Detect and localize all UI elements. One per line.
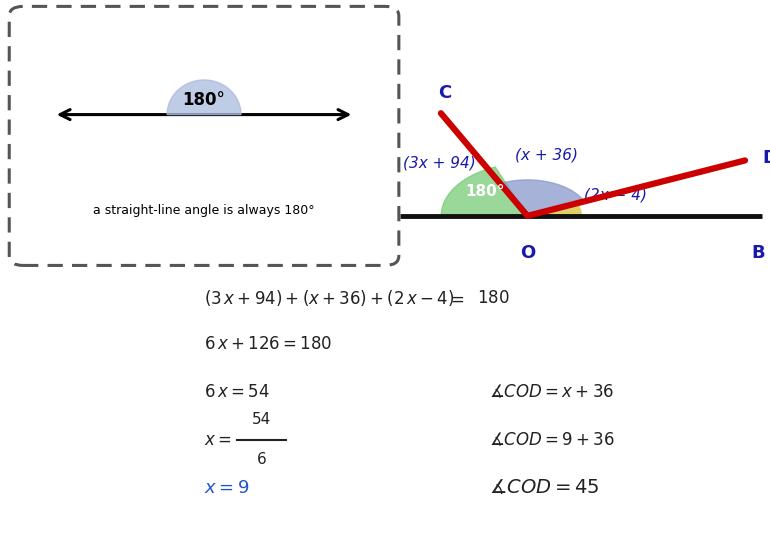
Text: 6: 6: [257, 453, 266, 467]
Polygon shape: [504, 180, 582, 216]
Text: O: O: [520, 244, 535, 262]
Text: C: C: [438, 84, 451, 101]
Text: $180$: $180$: [477, 289, 510, 308]
Text: $6\,x+126=180$: $6\,x+126=180$: [204, 335, 333, 353]
Polygon shape: [527, 201, 581, 216]
Text: (2x − 4): (2x − 4): [584, 187, 648, 202]
Text: $(3\,x+94)+(x+36)+(2\,x-4)$: $(3\,x+94)+(x+36)+(2\,x-4)$: [204, 288, 454, 309]
Text: $x=9$: $x=9$: [204, 479, 249, 497]
Text: (3x + 94): (3x + 94): [403, 155, 475, 170]
Text: D: D: [762, 149, 770, 167]
Polygon shape: [167, 80, 241, 115]
Text: $6\,x=54$: $6\,x=54$: [204, 383, 270, 401]
Text: a straight-line angle is always 180°: a straight-line angle is always 180°: [93, 204, 315, 217]
Polygon shape: [441, 167, 527, 216]
Text: 180°: 180°: [465, 184, 505, 199]
Text: (x + 36): (x + 36): [515, 147, 578, 162]
Text: 54: 54: [253, 412, 272, 427]
Text: $\measuredangle COD= x+36$: $\measuredangle COD= x+36$: [489, 383, 614, 401]
Text: B: B: [752, 244, 765, 262]
Text: $=$: $=$: [447, 289, 464, 308]
Text: $\measuredangle COD=45$: $\measuredangle COD=45$: [489, 478, 600, 497]
Text: 180°: 180°: [182, 91, 226, 109]
Text: $x=$: $x=$: [204, 431, 232, 449]
Text: $\measuredangle COD= 9+36$: $\measuredangle COD= 9+36$: [489, 431, 614, 449]
